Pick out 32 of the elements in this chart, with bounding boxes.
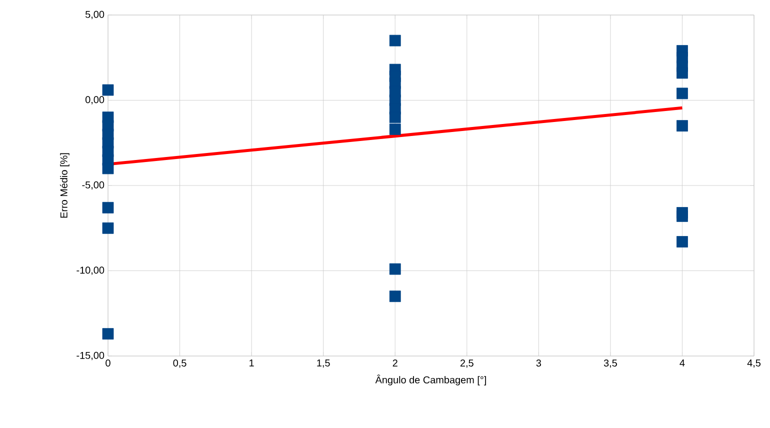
x-tick-label: 3 — [536, 360, 542, 367]
x-tick-label: 0,5 — [173, 360, 186, 368]
x-tick-label: 2 — [392, 360, 398, 366]
point — [102, 328, 114, 340]
y-tick-label: -10,00 — [76, 266, 104, 275]
y-axis-title: Erro Médio [%] — [60, 153, 70, 218]
point — [389, 124, 401, 135]
y-tick-label: -5,00 — [82, 181, 104, 190]
point — [102, 162, 114, 174]
x-tick-label: 4,5 — [747, 360, 761, 368]
point — [389, 263, 401, 275]
x-axis-title: Ângulo de Cambagem [°] — [375, 374, 486, 386]
point — [676, 236, 688, 248]
x-tick-label: 1,5 — [317, 360, 330, 368]
x-tick-label: 0 — [106, 360, 110, 367]
point — [102, 84, 114, 96]
x-tick-label: 2,5 — [460, 360, 474, 368]
x-tick-label: 1 — [250, 360, 254, 366]
point — [389, 34, 401, 46]
point — [102, 222, 114, 234]
x-tick-label: 3,5 — [604, 360, 617, 368]
point — [389, 112, 401, 123]
point — [102, 202, 114, 214]
point — [676, 88, 688, 100]
y-tick-label: 5,00 — [85, 10, 104, 20]
point — [676, 67, 688, 79]
y-tick-label: -15,00 — [76, 352, 104, 360]
point — [676, 120, 688, 132]
point — [389, 290, 401, 302]
point — [676, 210, 688, 222]
y-tick-label: 0,00 — [85, 96, 104, 104]
x-tick-label: 4 — [680, 360, 685, 366]
